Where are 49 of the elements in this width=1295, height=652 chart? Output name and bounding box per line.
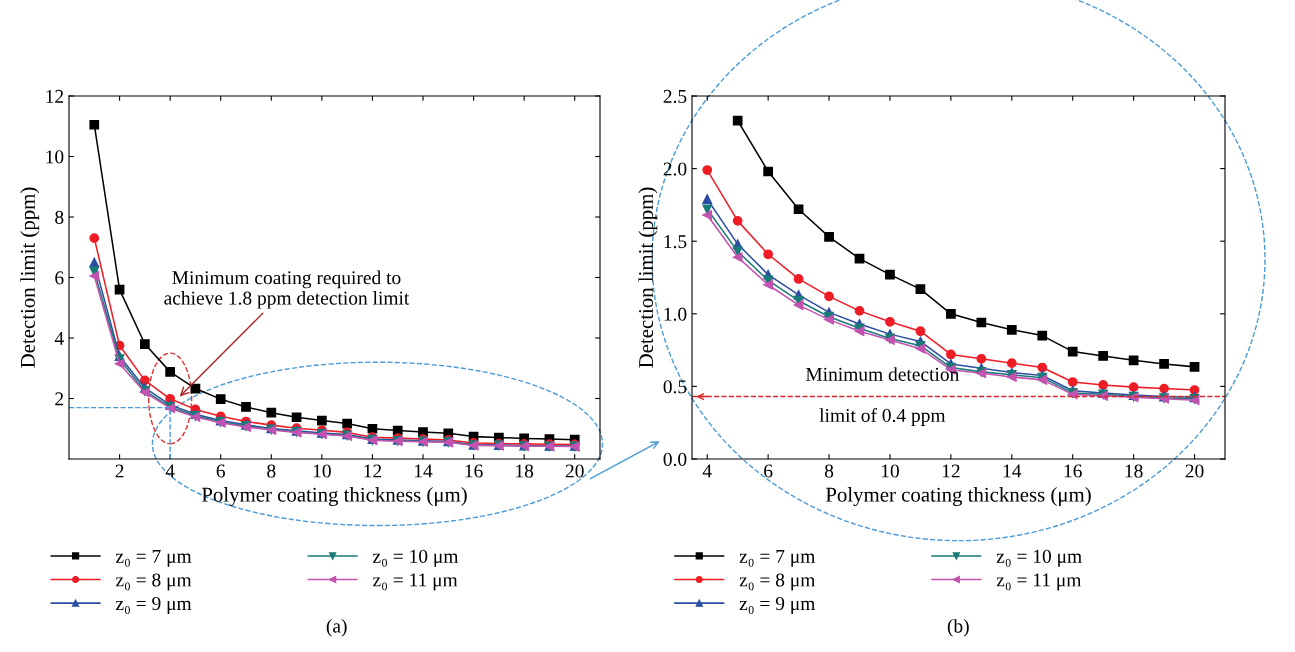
x-tick-label: 18	[1125, 464, 1143, 478]
x-tick-label: 8	[824, 464, 834, 478]
x-tick-label: 8	[267, 464, 276, 478]
legend-label: z₀ = 7 μm	[115, 549, 192, 567]
x-tick-label: 20	[565, 464, 584, 478]
y-tick-label: 0.5	[663, 380, 687, 394]
x-tick-label: 6	[764, 464, 773, 478]
y-axis-title: Detection limit (ppm)	[20, 187, 40, 368]
x-tick-label: 16	[1064, 464, 1082, 478]
legend-label: z₀ = 7 μm	[739, 549, 816, 567]
y-axis-title: Detection limit (ppm)	[638, 187, 658, 368]
text: (b)	[947, 618, 969, 637]
y-tick-label: 8	[55, 210, 64, 224]
x-axis-title: Polymer coating thickness (μm)	[825, 487, 1091, 506]
annotation: Minimum coating required to achieve 1.8 ppm detection limit	[164, 270, 410, 309]
legend-label: z₀ = 8 μm	[115, 573, 192, 591]
x-tick-label: 6	[216, 464, 225, 478]
y-tick-label: 2.0	[663, 162, 687, 176]
y-tick-label: 4	[54, 331, 64, 345]
text: (a)	[326, 618, 347, 637]
legend-label: z₀ = 9 μm	[739, 597, 816, 615]
legend-label: z₀ = 8 μm	[739, 573, 816, 591]
y-tick-label: 0.0	[663, 452, 687, 467]
legend-label: z₀ = 11 μm	[996, 573, 1082, 591]
y-tick-label: 10	[46, 150, 64, 164]
x-axis-title: Polymer coating thickness (μm)	[201, 487, 467, 506]
y-tick-label: 1.5	[664, 235, 687, 249]
x-tick-label: 20	[1185, 464, 1204, 478]
x-tick-label: 4	[165, 464, 175, 478]
x-tick-label: 10	[881, 464, 899, 478]
y-tick-label: 1.0	[664, 307, 687, 321]
y-tick-label: 2	[55, 392, 64, 406]
legend-label: z₀ = 11 μm	[373, 573, 458, 591]
legend-label: z₀ = 10 μm	[996, 549, 1082, 567]
x-tick-label: 12	[364, 464, 382, 478]
x-tick-label: 10	[313, 464, 331, 478]
y-tick-label: 12	[46, 89, 64, 103]
x-tick-label: 14	[414, 464, 433, 478]
text: Minimum detection limit of 0.4 ppm	[805, 367, 960, 426]
x-tick-label: 2	[115, 464, 124, 478]
legend-label: z₀ = 9 μm	[115, 597, 192, 615]
x-tick-label: 4	[702, 464, 712, 478]
y-tick-label: 2.5	[663, 89, 687, 104]
y-tick-label: 6	[55, 271, 64, 285]
x-tick-label: 12	[942, 464, 960, 478]
x-tick-label: 14	[1003, 464, 1022, 478]
x-tick-label: 16	[465, 464, 483, 478]
legend-label: z₀ = 10 μm	[373, 549, 459, 567]
x-tick-label: 18	[516, 464, 534, 478]
